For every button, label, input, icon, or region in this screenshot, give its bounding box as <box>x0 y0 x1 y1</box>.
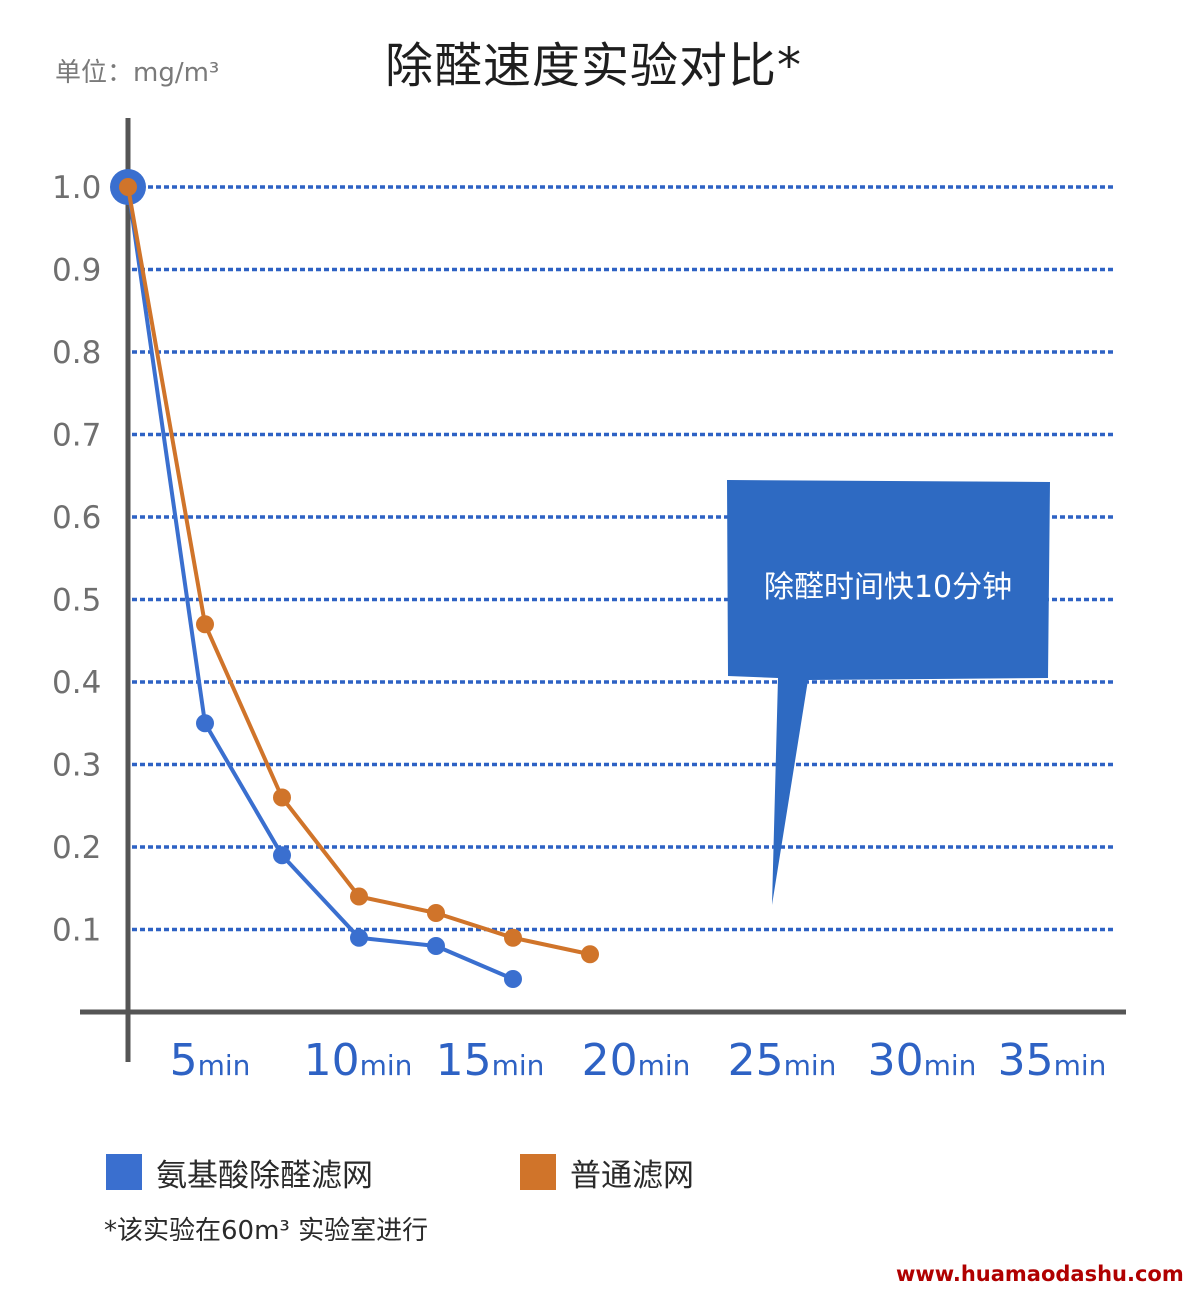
series-0-point-3 <box>350 928 368 947</box>
y-tick-label-0.2: 0.2 <box>52 830 101 866</box>
series-1-point-1 <box>196 615 214 634</box>
callout-box <box>727 480 1050 905</box>
y-tick-label-0.9: 0.9 <box>52 253 101 289</box>
gridlines <box>132 185 1115 932</box>
series-1-point-6 <box>581 945 599 964</box>
series-0-point-2 <box>273 846 291 865</box>
series-line-1 <box>126 186 591 957</box>
y-tick-label-0.6: 0.6 <box>52 500 101 536</box>
series-1-point-5 <box>504 928 522 947</box>
legend-label-amino: 氨基酸除醛滤网 <box>156 1157 373 1194</box>
watermark: www.huamaodashu.com <box>896 1262 1184 1286</box>
series-0-point-1 <box>196 714 214 733</box>
legend-swatch-amino <box>106 1154 142 1190</box>
series-0-point-5 <box>504 970 522 988</box>
x-tick-label-10: 10min <box>304 1035 413 1086</box>
x-tick-labels: 5min 10min 15min 20min 25min 30min 35min <box>170 1035 1107 1086</box>
footnote: *该实验在60m³ 实验室进行 <box>104 1216 429 1246</box>
legend-item-normal: 普通滤网 <box>520 1150 694 1194</box>
x-tick-label-20: 20min <box>582 1035 691 1086</box>
series-1-point-2 <box>273 788 291 807</box>
legend-label-normal: 普通滤网 <box>570 1157 694 1194</box>
y-tick-label-0.1: 0.1 <box>52 913 101 949</box>
series <box>110 169 599 988</box>
y-tick-label-0.4: 0.4 <box>52 665 101 701</box>
chart-title: 除醛速度实验对比* <box>385 38 803 94</box>
legend-item-amino: 氨基酸除醛滤网 <box>106 1150 373 1194</box>
series-0-point-4 <box>427 937 445 955</box>
y-tick-label-0.8: 0.8 <box>52 335 101 371</box>
series-1-point-4 <box>427 904 445 922</box>
axes <box>80 118 1126 1062</box>
y-tick-labels: 1.0 0.9 0.8 0.7 0.6 0.5 0.4 0.3 0.2 0.1 <box>52 170 101 949</box>
legend-swatch-normal <box>520 1154 556 1190</box>
x-tick-label-35: 35min <box>998 1035 1107 1086</box>
annotation-callout <box>727 480 1050 905</box>
unit-label: 单位：mg/m³ <box>55 58 220 88</box>
series-1-point-0 <box>119 178 137 196</box>
x-tick-label-15: 15min <box>436 1035 545 1086</box>
y-tick-label-0.5: 0.5 <box>52 583 101 619</box>
x-tick-label-30: 30min <box>868 1035 977 1086</box>
y-tick-label-1.0: 1.0 <box>52 170 101 206</box>
x-tick-label-25: 25min <box>728 1035 837 1086</box>
annotation-text: 除醛时间快10分钟 <box>763 570 1013 605</box>
series-line-0 <box>126 186 514 981</box>
series-1-point-3 <box>350 887 368 906</box>
x-tick-label-5: 5min <box>170 1035 251 1086</box>
y-tick-label-0.3: 0.3 <box>52 748 101 784</box>
y-tick-label-0.7: 0.7 <box>52 418 101 454</box>
